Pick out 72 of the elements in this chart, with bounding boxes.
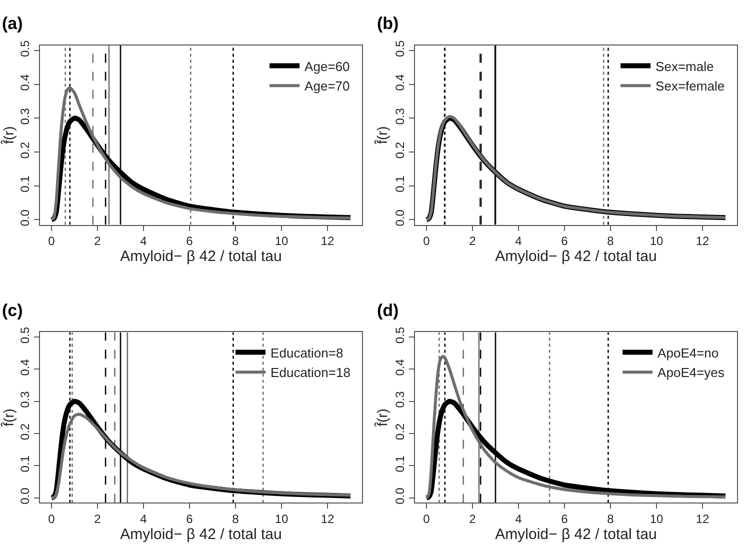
x-axis-title: Amyloid− β 42 / total tau [120, 526, 282, 544]
x-tick-label: 10 [650, 512, 664, 526]
y-tick-label: 0.1 [18, 455, 32, 472]
x-tick-label: 2 [469, 512, 476, 526]
x-tick-label: 12 [696, 234, 710, 248]
legend-label: Sex=female [656, 78, 725, 94]
x-tick-label: 12 [696, 512, 710, 526]
x-tick-label: 2 [94, 512, 102, 526]
y-tick-label: 0.2 [393, 142, 408, 159]
x-tick-label: 8 [232, 234, 240, 248]
chart-title: (b) [377, 14, 399, 33]
legend-label: ApoE4=no [658, 345, 719, 360]
y-tick-label: 0.5 [393, 40, 408, 58]
y-tick-label: 0.2 [18, 423, 32, 440]
chart-title: (d) [377, 301, 399, 320]
x-tick-label: 10 [274, 234, 288, 248]
x-axis-title: Amyloid− β 42 / total tau [120, 248, 282, 266]
x-axis-title: Amyloid− β 42 / total tau [495, 526, 657, 544]
x-tick-label: 4 [140, 512, 148, 526]
y-tick-label: 0.4 [393, 74, 408, 91]
y-tick-label: 0.4 [393, 358, 408, 376]
y-tick-label: 0.5 [18, 326, 32, 344]
y-tick-label: 0.2 [393, 423, 408, 440]
y-tick-label: 0.5 [18, 40, 32, 58]
x-tick-label: 2 [94, 234, 102, 248]
x-tick-label: 8 [232, 512, 240, 526]
legend-label: Education=18 [270, 365, 350, 380]
x-tick-label: 10 [274, 512, 288, 526]
x-tick-label: 6 [561, 512, 568, 526]
x-tick-label: 12 [320, 512, 334, 526]
y-tick-label: 0.3 [18, 108, 32, 125]
y-tick-label: 0.1 [18, 175, 32, 192]
y-tick-label: 0.1 [393, 175, 408, 192]
legend-label: Sex=male [656, 58, 714, 74]
legend-label: Age=60 [304, 58, 350, 74]
y-tick-label: 0.4 [18, 358, 32, 376]
y-tick-label: 0.2 [18, 142, 32, 159]
x-tick-label: 4 [140, 234, 148, 248]
y-tick-label: 0.5 [393, 326, 408, 344]
x-tick-label: 10 [650, 234, 664, 248]
x-tick-label: 6 [561, 234, 568, 248]
chart-title: (c) [2, 301, 23, 320]
y-axis-title: f̂(r) [0, 408, 16, 428]
legend-label: Age=70 [304, 78, 350, 94]
y-tick-label: 0.3 [393, 108, 408, 125]
x-tick-label: 6 [186, 512, 194, 526]
x-tick-label: 12 [320, 234, 334, 248]
x-tick-label: 8 [607, 512, 614, 526]
x-tick-label: 0 [48, 512, 56, 526]
y-tick-label: 0.1 [393, 455, 408, 472]
y-tick-label: 0.0 [393, 487, 408, 504]
y-tick-label: 0.0 [393, 209, 408, 226]
x-tick-label: 4 [515, 512, 522, 526]
x-tick-label: 0 [423, 234, 430, 248]
y-tick-label: 0.3 [393, 390, 408, 408]
x-tick-label: 0 [423, 512, 430, 526]
legend-label: Education=8 [270, 345, 344, 360]
x-axis-title: Amyloid− β 42 / total tau [495, 248, 657, 266]
y-tick-label: 0.0 [18, 487, 32, 504]
x-tick-label: 2 [469, 234, 476, 248]
x-tick-label: 8 [607, 234, 614, 248]
x-tick-label: 4 [515, 234, 522, 248]
y-tick-label: 0.4 [18, 74, 32, 91]
y-tick-label: 0.3 [18, 390, 32, 408]
legend-label: ApoE4=yes [658, 365, 725, 380]
y-axis-title: f̂(r) [0, 126, 16, 146]
chart-title: (a) [2, 14, 23, 33]
y-tick-label: 0.0 [18, 209, 32, 226]
x-tick-label: 6 [186, 234, 194, 248]
x-tick-label: 0 [48, 234, 56, 248]
y-axis-title: f̂(r) [373, 408, 390, 428]
y-axis-title: f̂(r) [373, 126, 390, 146]
